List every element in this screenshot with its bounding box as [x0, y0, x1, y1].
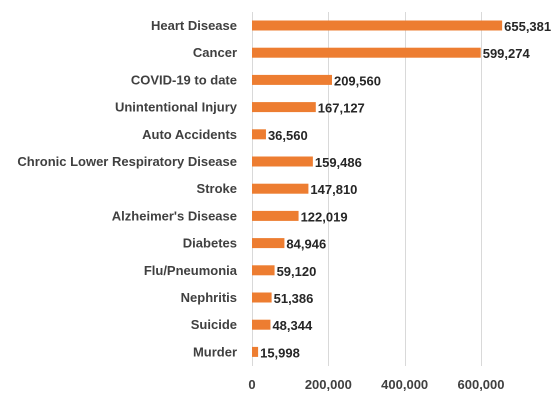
x-tick-label: 200,000: [305, 377, 352, 392]
data-label: 48,344: [272, 318, 313, 333]
data-label: 36,560: [268, 128, 308, 143]
data-label: 209,560: [334, 73, 381, 88]
category-label: Murder: [193, 344, 237, 359]
bar: [252, 183, 309, 194]
bar: [252, 156, 313, 167]
category-label: Cancer: [193, 45, 237, 60]
data-label: 59,120: [277, 264, 317, 279]
category-label: Nephritis: [181, 290, 237, 305]
data-label: 84,946: [286, 237, 326, 252]
category-label: Stroke: [197, 181, 237, 196]
bar: [252, 265, 275, 276]
category-label: Unintentional Injury: [115, 100, 238, 115]
category-label: Chronic Lower Respiratory Disease: [17, 154, 237, 169]
category-label: Flu/Pneumonia: [144, 263, 238, 278]
category-label: Alzheimer's Disease: [112, 208, 237, 223]
x-axis-tick-labels: 0 200,000 400,000 600,000: [248, 377, 504, 392]
data-label: 51,386: [274, 291, 314, 306]
data-label: 147,810: [310, 182, 357, 197]
x-tick-label: 600,000: [458, 377, 505, 392]
data-label: 599,274: [483, 46, 531, 61]
bar: [252, 346, 259, 357]
data-label: 159,486: [315, 155, 362, 170]
category-label: Heart Disease: [151, 18, 237, 33]
data-label: 122,019: [301, 209, 348, 224]
category-label: Suicide: [191, 317, 237, 332]
value-labels: 655,381 599,274 209,560 167,127 36,560 159,48…: [260, 19, 551, 360]
bar: [252, 319, 271, 330]
category-label: Diabetes: [183, 236, 237, 251]
bar: [252, 47, 481, 58]
category-label: Auto Accidents: [142, 127, 237, 142]
bars: [252, 20, 503, 357]
bar: [252, 210, 299, 221]
bar: [252, 74, 332, 85]
x-tick-label: 400,000: [381, 377, 428, 392]
bar: [252, 238, 285, 249]
category-label: COVID-19 to date: [131, 72, 237, 87]
data-label: 167,127: [318, 101, 365, 116]
bar: [252, 20, 503, 31]
data-label: 655,381: [504, 19, 551, 34]
bar: [252, 129, 266, 140]
bar: [252, 292, 272, 303]
x-tick-label: 0: [248, 377, 255, 392]
category-labels: Heart Disease Cancer COVID-19 to date Unint…: [17, 18, 237, 359]
data-label: 15,998: [260, 345, 300, 360]
bar: [252, 102, 316, 113]
